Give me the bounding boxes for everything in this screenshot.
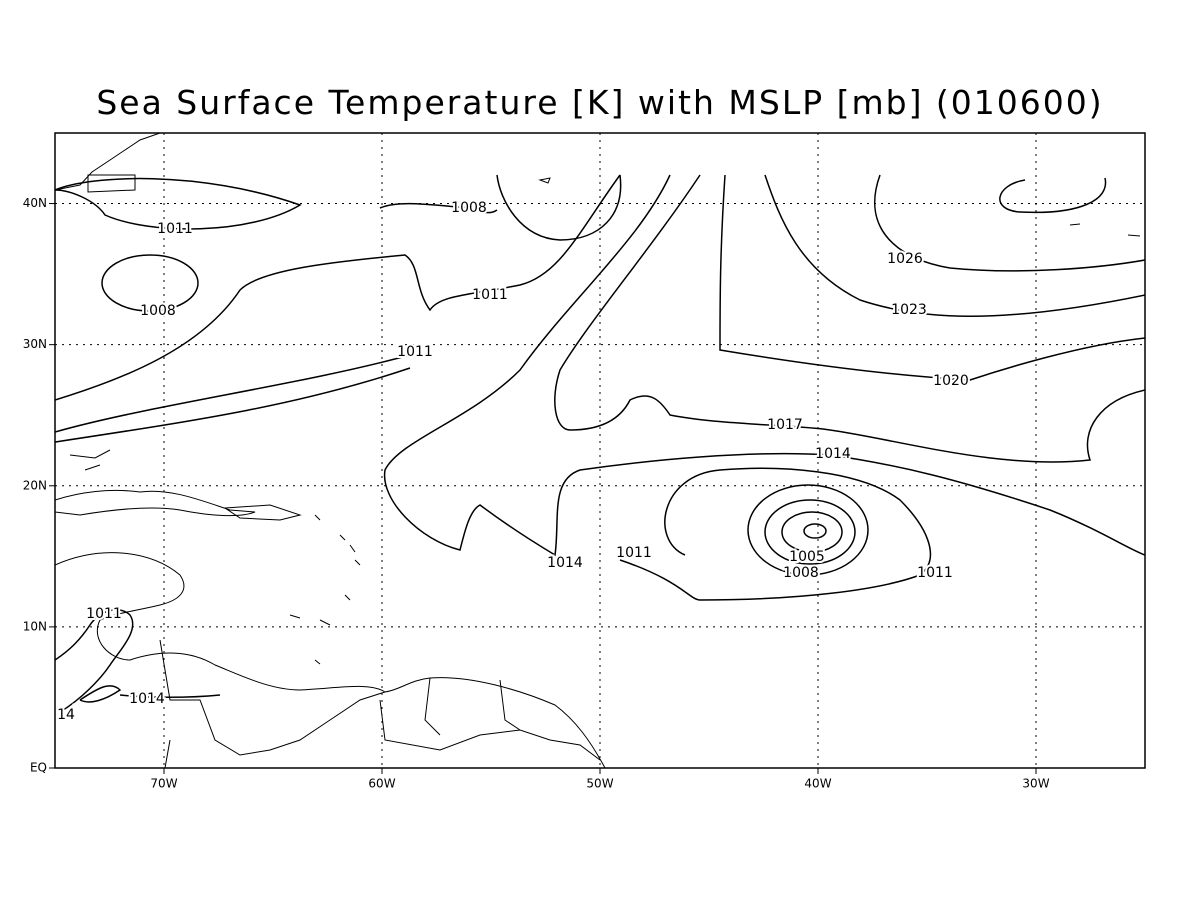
isobar	[764, 499, 856, 565]
contours	[55, 174, 1145, 713]
contour-label: 1026	[887, 251, 923, 267]
coastline	[69, 449, 111, 471]
border	[159, 639, 601, 768]
contour-label: 1014	[129, 691, 165, 707]
x-tick-label: 70W	[150, 777, 177, 791]
isobar	[383, 174, 1145, 557]
isobar	[764, 174, 1145, 317]
y-tick-label: 20N	[23, 478, 47, 492]
isobar	[55, 354, 411, 433]
contour-label: 1023	[891, 302, 927, 318]
contour-label: 1011	[157, 221, 193, 237]
x-tick-label: 60W	[368, 777, 395, 791]
y-tick-label: 30N	[23, 337, 47, 351]
isobar	[101, 254, 199, 312]
x-tick-label: 50W	[586, 777, 613, 791]
title: Sea Surface Temperature [K] with MSLP [m…	[96, 83, 1103, 122]
contour-label: 1008	[451, 200, 487, 216]
x-tick-label: 40W	[804, 777, 831, 791]
contour-label: 1011	[86, 606, 122, 622]
contour-label: 1005	[789, 549, 825, 565]
contour-label: 1011	[472, 287, 508, 303]
contour-label: 1017	[767, 417, 803, 433]
contour-label: 1020	[933, 373, 969, 389]
contour-labels: 1008 1011 1008 1011 1011 1026 1023 1020 …	[55, 198, 971, 725]
contour-label: 1014	[815, 446, 851, 462]
isobar	[55, 174, 621, 401]
isobar	[999, 177, 1107, 214]
isobar	[747, 484, 869, 576]
isobar	[874, 174, 1145, 272]
contour-label: 1011	[616, 545, 652, 561]
isobar	[781, 511, 843, 553]
coastline	[55, 133, 161, 191]
contour-label: 14	[57, 707, 75, 723]
contour-label: 1014	[547, 555, 583, 571]
y-tick-label: 10N	[23, 619, 47, 633]
coastline	[55, 552, 606, 768]
coastline	[223, 504, 302, 521]
coastline	[55, 489, 256, 517]
contour-label: 1011	[917, 565, 953, 581]
y-tick-label: EQ	[30, 761, 47, 775]
contour-label: 1008	[783, 565, 819, 581]
isobar	[554, 174, 1145, 463]
isobar	[55, 367, 411, 443]
isobar	[55, 177, 302, 230]
isobar	[719, 174, 1145, 381]
x-tick-label: 30W	[1022, 777, 1049, 791]
y-tick-label: 40N	[23, 196, 47, 210]
contour-label: 1011	[397, 344, 433, 360]
grid	[55, 133, 1145, 769]
isobar	[55, 609, 134, 713]
coastline	[87, 174, 136, 193]
coastline	[289, 177, 1141, 665]
isobar	[803, 523, 827, 539]
contour-label: 1008	[140, 303, 176, 319]
coastlines	[55, 133, 1141, 768]
isobar	[379, 174, 622, 241]
isobar	[619, 467, 931, 601]
isobar	[119, 694, 221, 698]
